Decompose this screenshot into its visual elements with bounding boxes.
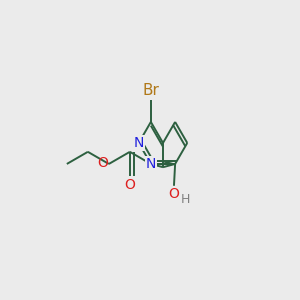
- Text: Br: Br: [142, 83, 159, 98]
- Text: O: O: [97, 157, 108, 170]
- Text: O: O: [124, 178, 135, 192]
- Text: O: O: [169, 188, 179, 201]
- Text: N: N: [146, 157, 156, 171]
- Text: N: N: [134, 136, 144, 150]
- Text: H: H: [180, 193, 190, 206]
